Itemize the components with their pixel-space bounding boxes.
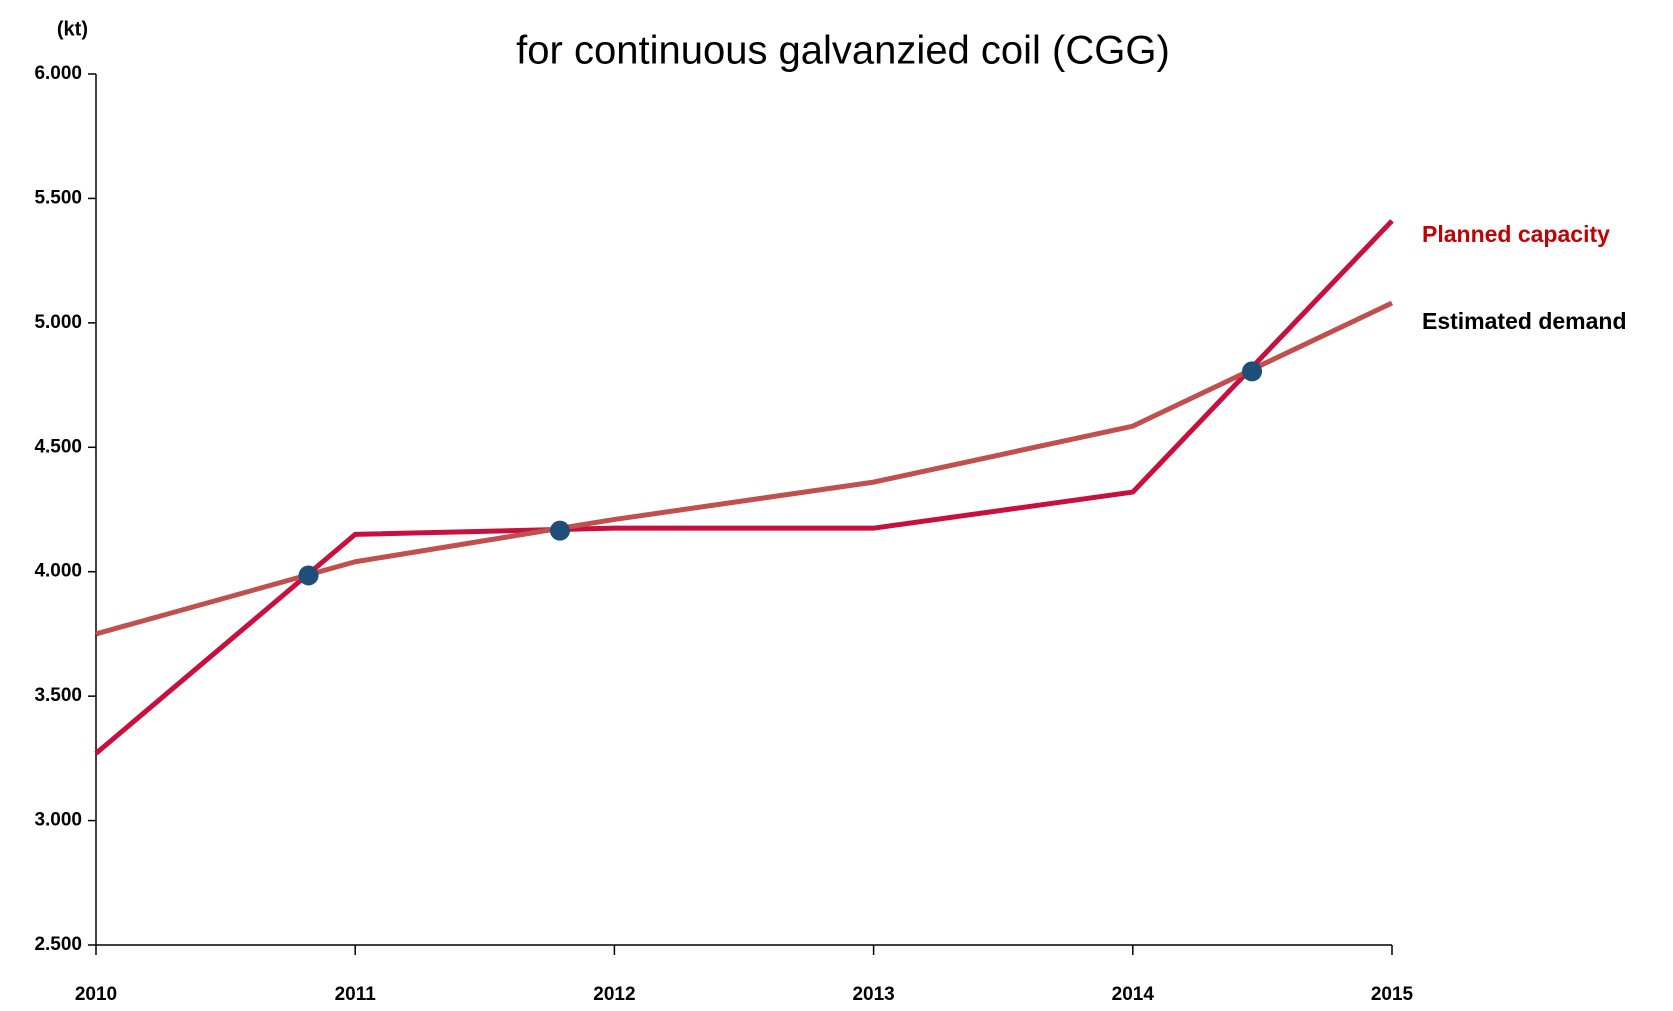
series-label: Estimated demand <box>1422 308 1627 334</box>
y-tick-label: 3.500 <box>34 685 82 706</box>
series-line <box>96 221 1392 754</box>
x-tick-label: 2015 <box>1371 984 1414 1005</box>
y-tick-label: 3.000 <box>34 810 82 831</box>
x-tick-label: 2013 <box>852 984 894 1005</box>
chart-title: for continuous galvanzied coil (CGG) <box>516 29 1170 73</box>
series-line <box>96 303 1392 634</box>
chart: for continuous galvanzied coil (CGG) (kt… <box>0 0 1673 1011</box>
y-tick-label: 5.500 <box>34 187 82 208</box>
intersection-marker <box>1242 361 1262 381</box>
intersection-marker <box>550 521 570 541</box>
y-unit: (kt) <box>57 18 88 40</box>
y-tick-label: 6.000 <box>34 63 82 84</box>
y-tick-label: 4.000 <box>34 561 82 582</box>
intersection-marker <box>299 565 319 585</box>
x-tick-label: 2012 <box>593 984 635 1005</box>
y-tick-label: 5.000 <box>34 312 82 333</box>
x-tick-label: 2014 <box>1112 984 1155 1005</box>
y-tick-label: 4.500 <box>34 436 82 457</box>
x-tick-label: 2010 <box>75 984 117 1005</box>
series-label: Planned capacity <box>1422 221 1610 247</box>
y-tick-label: 2.500 <box>34 934 82 955</box>
x-tick-label: 2011 <box>335 984 377 1005</box>
